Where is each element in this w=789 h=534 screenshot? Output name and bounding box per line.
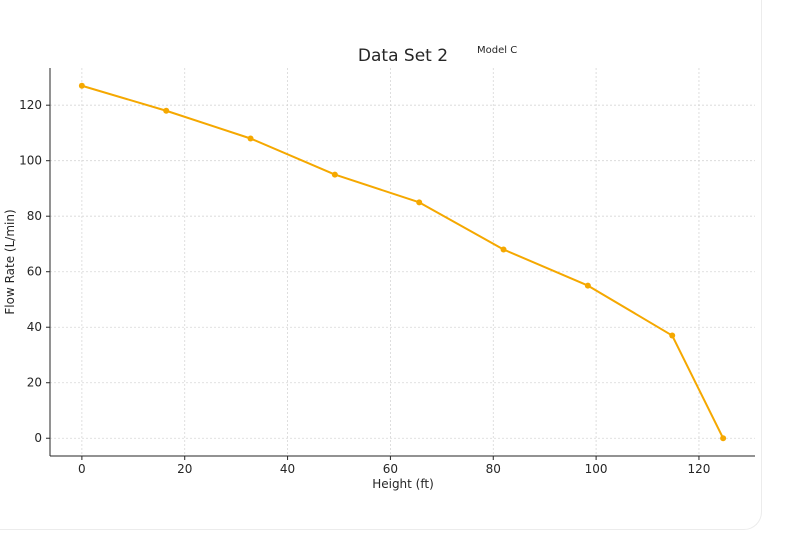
legend-entry-model-c: Model C	[477, 45, 517, 56]
x-tick-label-120: 120	[687, 462, 710, 476]
data-point-8	[720, 435, 727, 442]
y-tick-label-20: 20	[27, 376, 42, 390]
grid-lines	[50, 68, 755, 456]
series-line-0	[81, 84, 725, 439]
y-axis-label: Flow Rate (L/min)	[3, 209, 17, 314]
data-point-6	[584, 282, 591, 289]
x-tick-label-60: 60	[383, 462, 398, 476]
y-tick-label-0: 0	[34, 431, 42, 445]
x-tick-label-80: 80	[486, 462, 501, 476]
data-point-5	[500, 246, 507, 253]
data-point-0	[78, 82, 85, 89]
chart-card: 0 20 40 60 80 100 120 0 20 40 60 80 100 120 Data Set…	[0, 0, 762, 530]
x-tick-label-100: 100	[585, 462, 608, 476]
x-tick-label-0: 0	[78, 462, 86, 476]
data-point-2	[247, 135, 254, 142]
y-tick-label-40: 40	[27, 320, 42, 334]
y-tick-label-80: 80	[27, 209, 42, 223]
series-group	[78, 82, 727, 442]
x-axis-label: Height (ft)	[372, 477, 434, 491]
data-point-1	[163, 107, 170, 114]
y-tick-label-100: 100	[19, 154, 42, 168]
y-tick-label-60: 60	[27, 265, 42, 279]
chart-title: Data Set 2	[358, 46, 448, 66]
data-point-3	[331, 171, 338, 178]
x-axis-ticks: 0 20 40 60 80 100 120	[78, 456, 710, 476]
y-axis-ticks: 0 20 40 60 80 100 120	[19, 98, 50, 445]
data-point-7	[669, 332, 676, 339]
data-point-4	[416, 199, 423, 206]
axes	[49, 68, 755, 457]
x-tick-label-20: 20	[177, 462, 192, 476]
x-tick-label-40: 40	[280, 462, 295, 476]
y-tick-label-120: 120	[19, 98, 42, 112]
